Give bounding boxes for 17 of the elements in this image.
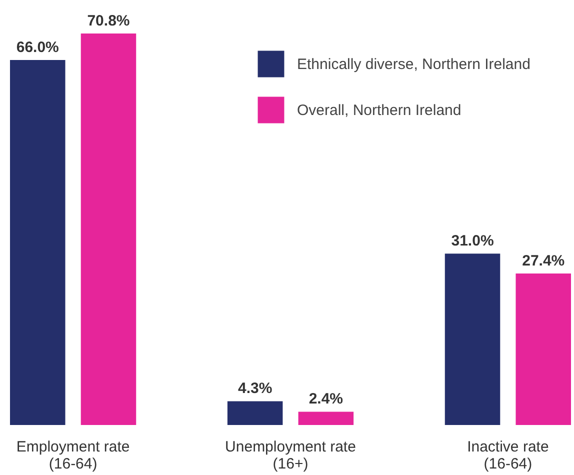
bar: [227, 401, 283, 425]
legend-label: Overall, Northern Ireland: [297, 102, 462, 119]
legend-label: Ethnically diverse, Northern Ireland: [297, 56, 530, 73]
data-label: 27.4%: [522, 252, 565, 270]
data-label: 66.0%: [16, 39, 59, 56]
x-tick-label: Inactive rate (16-64): [467, 438, 549, 472]
data-label: 2.4%: [308, 390, 344, 408]
bar: [10, 60, 66, 425]
x-tick-label: Employment rate (16-64): [16, 438, 130, 472]
bar: [516, 273, 571, 425]
bar: [80, 33, 136, 425]
data-label: 31.0%: [451, 232, 494, 250]
x-tick-label: Unemployment rate (16+): [225, 438, 356, 472]
bar: [298, 412, 354, 425]
data-label: 4.3%: [238, 380, 272, 398]
data-label: 70.8%: [87, 12, 130, 30]
bar: [444, 254, 500, 425]
